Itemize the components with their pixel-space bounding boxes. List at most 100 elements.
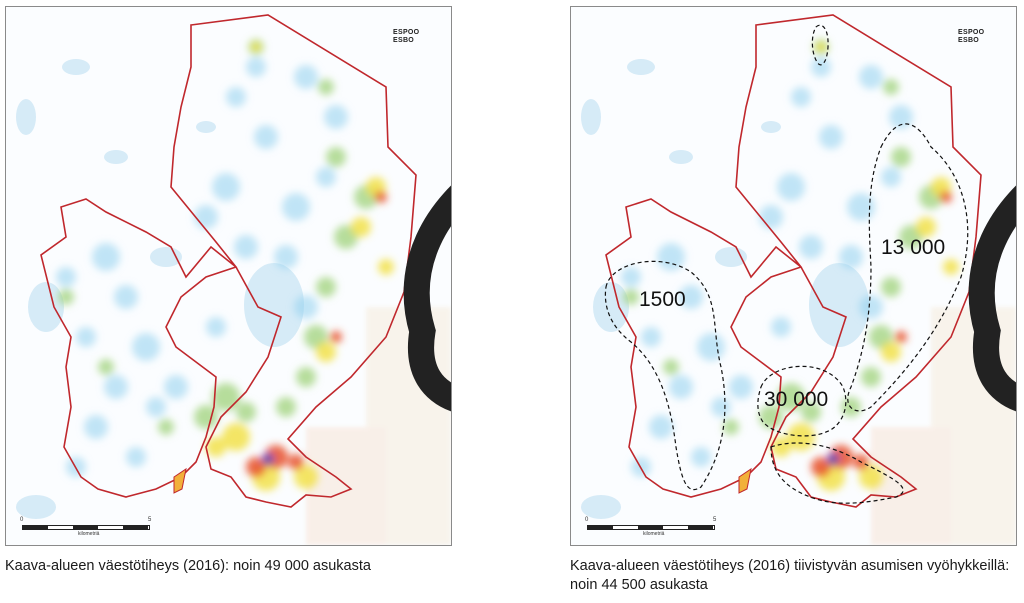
density-blob (811, 457, 831, 477)
density-blob (246, 57, 266, 77)
density-blob (330, 331, 342, 343)
plan-area-boundary (605, 14, 982, 508)
density-blob (819, 125, 843, 149)
espoo-logo: ESPOO ESBO (357, 23, 451, 412)
population-density-map-zones: 1500 30 000 13 000 ESPOO ESBO 0 5 kilomet… (570, 6, 1017, 546)
espoo-logo-icon (968, 185, 1016, 412)
population-density-map-total: ESPOO ESBO 0 5 kilometriä (5, 6, 452, 546)
density-blob (811, 57, 831, 77)
density-blob (104, 375, 128, 399)
density-blob (839, 245, 863, 269)
density-heatmap (621, 39, 959, 491)
density-blob (799, 235, 823, 259)
density-blob (847, 193, 875, 221)
density-blob (816, 42, 826, 52)
scale-unit: kilometriä (643, 531, 665, 537)
density-blob (649, 415, 673, 439)
density-blob (164, 375, 188, 399)
density-blob (943, 259, 959, 275)
scale-zero: 0 (585, 517, 589, 523)
logo-text-fi: ESPOO (393, 29, 420, 36)
density-blob (657, 243, 685, 271)
zone-label-west: 1500 (639, 288, 686, 311)
density-blob (206, 317, 226, 337)
density-blob (316, 167, 336, 187)
scale-bar-graphic (587, 525, 715, 530)
density-blob (759, 405, 783, 429)
density-blob (940, 191, 952, 203)
zone-south (770, 442, 904, 504)
scale-bar: 0 5 kilometriä (585, 517, 725, 539)
density-blob (378, 259, 394, 275)
density-blob (771, 437, 791, 457)
map-caption-left: Kaava-alueen väestötiheys (2016): noin 4… (5, 558, 371, 574)
density-blob (679, 285, 703, 309)
density-blob (146, 397, 166, 417)
zone-north (811, 24, 829, 66)
density-blob (881, 342, 901, 362)
density-blob (236, 402, 256, 422)
logo-text-sv: ESBO (958, 37, 980, 44)
density-blob (669, 375, 693, 399)
density-blob (859, 295, 883, 319)
density-blob (621, 267, 641, 287)
density-blob (274, 245, 298, 269)
zone-label-center: 30 000 (764, 388, 829, 411)
density-blob (759, 205, 783, 229)
density-blob (251, 42, 261, 52)
density-blob (623, 289, 639, 305)
zone-west (604, 260, 726, 491)
density-blob (326, 147, 346, 167)
lakes (581, 59, 869, 519)
density-blob (316, 342, 336, 362)
plan-area-boundary (40, 14, 417, 508)
espoo-logo: ESPOO ESBO (922, 23, 1016, 412)
zone-label-east: 13 000 (881, 236, 946, 259)
density-blob (691, 447, 711, 467)
density-blob (296, 367, 316, 387)
scale-bar: 0 5 kilometriä (20, 517, 160, 539)
lakes (16, 59, 304, 519)
density-blob (859, 465, 883, 489)
density-blob (206, 437, 226, 457)
zone-center (757, 365, 847, 437)
density-blob (777, 173, 805, 201)
density-blob (916, 217, 936, 237)
density-blob (801, 402, 821, 422)
density-blob (92, 243, 120, 271)
density-blob (883, 79, 899, 95)
density-blob (895, 331, 907, 343)
logo-text-sv: ESBO (393, 37, 415, 44)
density-blob (288, 454, 304, 470)
density-blob (294, 295, 318, 319)
density-blob (234, 235, 258, 259)
scale-bar-graphic (22, 525, 150, 530)
density-blob (697, 333, 725, 361)
density-blob (787, 423, 815, 451)
density-blob (262, 453, 274, 465)
density-blob (641, 327, 661, 347)
density-blob (222, 423, 250, 451)
density-blob (276, 397, 296, 417)
map-canvas (571, 7, 1016, 545)
density-blob (861, 367, 881, 387)
density-blob (114, 285, 138, 309)
scale-zero: 0 (20, 517, 24, 523)
density-blob (791, 87, 811, 107)
density-blob (282, 193, 310, 221)
density-blob (98, 359, 114, 375)
density-blob (729, 375, 753, 399)
density-blob (126, 447, 146, 467)
density-blob (294, 465, 318, 489)
density-blob (226, 87, 246, 107)
density-blob (316, 277, 336, 297)
espoo-logo-icon (403, 185, 451, 412)
density-blob (132, 333, 160, 361)
density-blob (194, 405, 218, 429)
density-blob (254, 125, 278, 149)
density-blob (212, 383, 240, 411)
density-blob (771, 317, 791, 337)
density-blob (723, 419, 739, 435)
density-blob (375, 191, 387, 203)
logo-text-fi: ESPOO (958, 29, 985, 36)
